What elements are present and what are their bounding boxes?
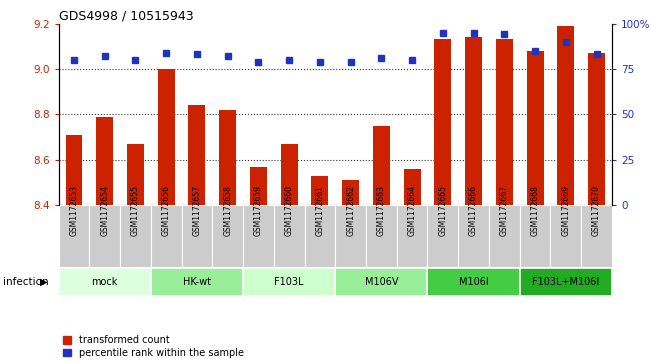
Bar: [581, 205, 612, 267]
Bar: [158, 69, 174, 205]
Text: ▶: ▶: [40, 277, 48, 287]
Bar: [496, 40, 513, 205]
Text: GSM1172657: GSM1172657: [193, 185, 201, 236]
Text: GSM1172656: GSM1172656: [161, 185, 171, 236]
Bar: [182, 205, 212, 267]
Bar: [557, 26, 574, 205]
Text: GSM1172668: GSM1172668: [531, 185, 540, 236]
Bar: [342, 180, 359, 205]
Text: GSM1172667: GSM1172667: [500, 185, 509, 236]
Text: mock: mock: [92, 277, 118, 287]
Bar: [588, 53, 605, 205]
Bar: [373, 126, 390, 205]
Text: GSM1172658: GSM1172658: [223, 185, 232, 236]
Text: GSM1172669: GSM1172669: [561, 185, 570, 236]
Text: F103L: F103L: [275, 277, 304, 287]
Text: GSM1172655: GSM1172655: [131, 185, 140, 236]
Text: GSM1172654: GSM1172654: [100, 185, 109, 236]
Bar: [465, 37, 482, 205]
Bar: [59, 268, 151, 296]
Bar: [120, 205, 151, 267]
Bar: [366, 205, 396, 267]
Text: GSM1172670: GSM1172670: [592, 185, 601, 236]
Text: GSM1172662: GSM1172662: [346, 185, 355, 236]
Bar: [396, 205, 428, 267]
Bar: [335, 205, 366, 267]
Text: GSM1172653: GSM1172653: [70, 185, 79, 236]
Bar: [243, 268, 335, 296]
Bar: [151, 205, 182, 267]
Text: GSM1172661: GSM1172661: [315, 185, 324, 236]
Bar: [127, 144, 144, 205]
Bar: [404, 169, 421, 205]
Bar: [305, 205, 335, 267]
Text: HK-wt: HK-wt: [183, 277, 211, 287]
Text: GSM1172660: GSM1172660: [284, 185, 294, 236]
Bar: [66, 135, 83, 205]
Bar: [212, 205, 243, 267]
Bar: [274, 205, 305, 267]
Bar: [428, 268, 519, 296]
Bar: [434, 40, 451, 205]
Text: GSM1172659: GSM1172659: [254, 185, 263, 236]
Bar: [250, 167, 267, 205]
Text: M106I: M106I: [459, 277, 488, 287]
Text: GSM1172664: GSM1172664: [408, 185, 417, 236]
Bar: [551, 205, 581, 267]
Bar: [96, 117, 113, 205]
Text: GDS4998 / 10515943: GDS4998 / 10515943: [59, 9, 193, 23]
Bar: [335, 268, 428, 296]
Bar: [219, 110, 236, 205]
Bar: [519, 205, 551, 267]
Text: GSM1172663: GSM1172663: [377, 185, 386, 236]
Bar: [151, 268, 243, 296]
Bar: [428, 205, 458, 267]
Text: GSM1172665: GSM1172665: [438, 185, 447, 236]
Text: F103L+M106I: F103L+M106I: [533, 277, 600, 287]
Text: M106V: M106V: [365, 277, 398, 287]
Bar: [519, 268, 612, 296]
Text: GSM1172666: GSM1172666: [469, 185, 478, 236]
Bar: [89, 205, 120, 267]
Text: infection: infection: [3, 277, 49, 287]
Bar: [243, 205, 274, 267]
Bar: [281, 144, 298, 205]
Bar: [458, 205, 489, 267]
Bar: [311, 176, 328, 205]
Bar: [189, 105, 205, 205]
Bar: [527, 51, 544, 205]
Bar: [59, 205, 89, 267]
Bar: [489, 205, 519, 267]
Legend: transformed count, percentile rank within the sample: transformed count, percentile rank withi…: [63, 335, 244, 358]
